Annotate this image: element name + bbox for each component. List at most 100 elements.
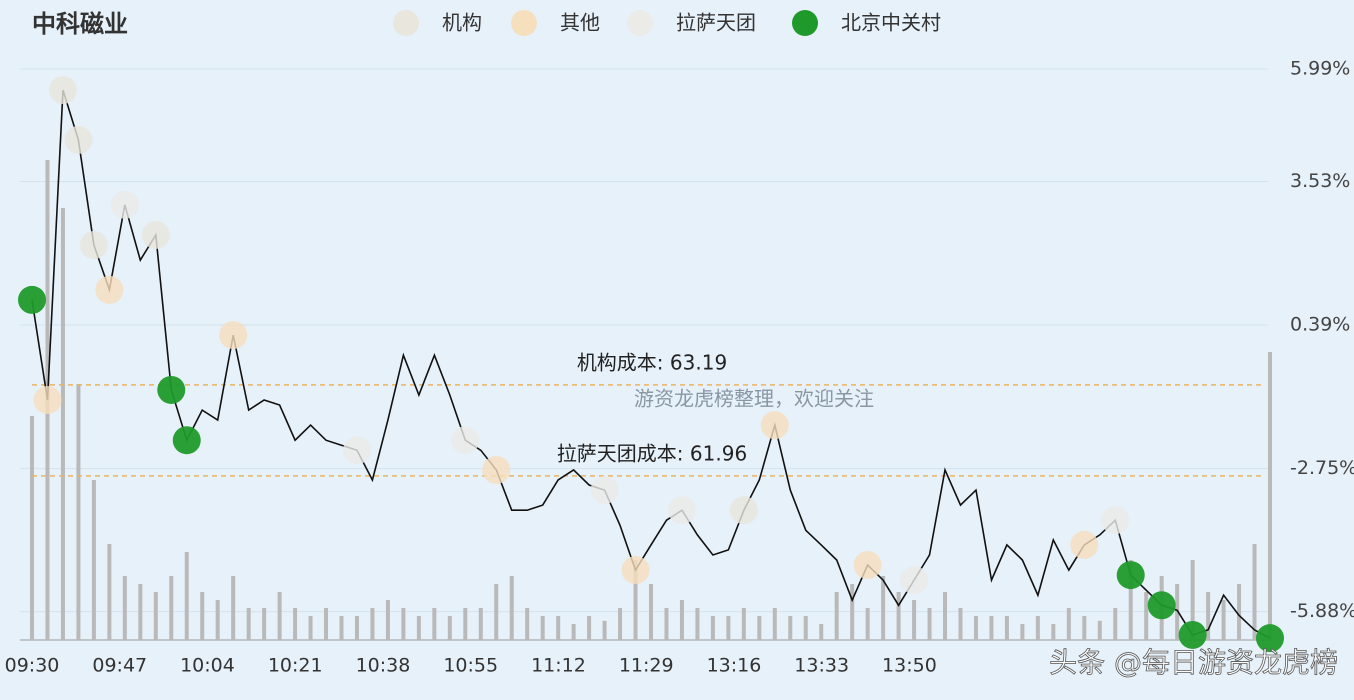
trade-marker xyxy=(853,551,882,580)
trade-marker xyxy=(482,455,511,484)
volume-bar xyxy=(215,600,220,640)
trade-marker xyxy=(1116,561,1145,590)
volume-bar xyxy=(1237,584,1242,640)
volume-bar xyxy=(726,616,731,640)
trade-marker xyxy=(110,190,139,219)
volume-bar xyxy=(509,576,514,640)
volume-bar xyxy=(788,616,793,640)
volume-bar xyxy=(1128,560,1133,640)
volume-bar xyxy=(757,616,762,640)
volume-bar xyxy=(1051,624,1056,640)
x-tick-label: 10:04 xyxy=(180,655,235,677)
trade-marker xyxy=(1101,506,1130,535)
volume-bar xyxy=(107,544,112,640)
volume-bar xyxy=(525,608,530,640)
x-tick-label: 10:55 xyxy=(443,655,498,677)
volume-bar xyxy=(308,616,313,640)
volume-bar xyxy=(695,608,700,640)
volume-bar xyxy=(1175,584,1180,640)
volume-bar xyxy=(803,616,808,640)
x-tick-label: 09:47 xyxy=(92,655,147,677)
y-tick-label: -2.75% xyxy=(1290,457,1354,479)
volume-bar xyxy=(1004,616,1009,640)
volume-bar xyxy=(1035,616,1040,640)
volume-bar xyxy=(447,616,452,640)
legend-label: 其他 xyxy=(560,11,600,35)
volume-bar xyxy=(339,616,344,640)
legend-label: 拉萨天团 xyxy=(676,11,756,35)
volume-bar xyxy=(664,608,669,640)
volume-bar xyxy=(958,608,963,640)
x-tick-label: 13:33 xyxy=(794,655,849,677)
volume-bar xyxy=(834,592,839,640)
volume-bar xyxy=(989,616,994,640)
price-line xyxy=(31,89,1271,639)
volume-bar xyxy=(772,608,777,640)
volume-bar xyxy=(571,624,576,640)
trade-marker xyxy=(621,556,650,585)
volume-bar xyxy=(432,608,437,640)
volume-bar xyxy=(60,208,65,640)
volume-bar xyxy=(912,600,917,640)
volume-bar xyxy=(401,608,406,640)
volume-bar xyxy=(943,592,948,640)
x-tick-label: 11:29 xyxy=(619,655,674,677)
trade-marker xyxy=(79,231,108,260)
volume-bar xyxy=(633,560,638,640)
legend-swatch xyxy=(511,10,537,36)
volume-bar xyxy=(354,616,359,640)
volume-bar xyxy=(850,584,855,640)
volume-bar xyxy=(463,608,468,640)
volume-bar xyxy=(200,592,205,640)
trade-marker xyxy=(64,125,93,154)
trade-marker xyxy=(342,436,371,465)
trade-marker xyxy=(1178,620,1207,649)
volume-bar xyxy=(370,608,375,640)
x-tick-label: 09:30 xyxy=(5,655,60,677)
legend-swatch xyxy=(792,10,818,36)
volume-bar xyxy=(1066,608,1071,640)
x-tick-label: 11:12 xyxy=(531,655,586,677)
volume-bar xyxy=(293,608,298,640)
volume-bar xyxy=(540,616,545,640)
trade-marker xyxy=(33,386,62,414)
volume-bar xyxy=(1268,352,1272,640)
volume-bar xyxy=(91,480,96,640)
volume-bar xyxy=(896,592,901,640)
x-tick-label: 10:21 xyxy=(268,655,323,677)
volume-bar xyxy=(324,608,329,640)
volume-bar xyxy=(587,616,592,640)
trade-marker xyxy=(1070,530,1099,559)
volume-bar xyxy=(169,576,174,640)
trade-marker xyxy=(1256,624,1284,653)
trade-marker xyxy=(172,426,201,455)
volume-bar xyxy=(277,592,282,640)
volume-bar xyxy=(184,552,189,640)
volume-bar xyxy=(881,576,886,640)
x-tick-label: 13:16 xyxy=(707,655,762,677)
footer: 头条 @每日游资龙虎榜 xyxy=(1049,646,1338,679)
trade-marker xyxy=(157,375,186,404)
trade-marker xyxy=(760,411,789,440)
legend-label: 北京中关村 xyxy=(841,11,941,35)
y-tick-label: 0.39% xyxy=(1290,314,1350,336)
volume-bar xyxy=(138,584,143,640)
volume-bar xyxy=(819,624,824,640)
reference-label: 机构成本: 63.19 xyxy=(577,350,727,374)
volume-bar xyxy=(1252,544,1257,640)
volume-bar xyxy=(76,384,81,640)
volume-bar xyxy=(618,608,623,640)
chart-title: 中科磁业 xyxy=(32,10,128,38)
trade-marker xyxy=(590,476,619,505)
volume-bar xyxy=(741,608,746,640)
y-tick-label: -5.88% xyxy=(1290,600,1354,622)
watermark: 游资龙虎榜整理，欢迎关注 xyxy=(634,387,874,411)
legend-label: 机构 xyxy=(442,11,482,35)
x-tick-label: 10:38 xyxy=(356,655,411,677)
volume-bar xyxy=(649,584,653,640)
volume-bar xyxy=(122,576,127,640)
y-tick-label: 5.99% xyxy=(1290,58,1350,80)
volume-bar xyxy=(1020,624,1025,640)
volume-bar xyxy=(494,584,499,640)
